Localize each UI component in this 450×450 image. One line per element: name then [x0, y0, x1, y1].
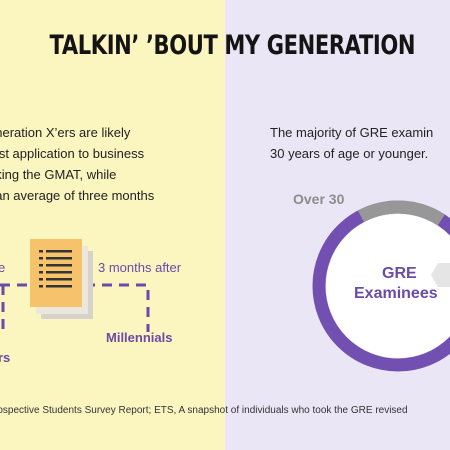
donut-hexagon-marker: [431, 263, 450, 287]
description-line: first application to business: [0, 146, 145, 161]
donut-label-gre: GRE: [382, 265, 417, 282]
gre-examinees-donut: [312, 200, 450, 372]
donut-label-examinees: Examinees: [354, 285, 438, 302]
label-over-30: Over 30: [293, 191, 345, 207]
description-line: The majority of GRE examin: [270, 125, 434, 140]
donut-over30-segment: [312, 200, 450, 372]
description-line: 30 years of age or younger.: [270, 146, 429, 161]
timeline-dashed-path: [0, 283, 150, 332]
gre-age-description: The majority of GRE examin 30 years of a…: [270, 122, 450, 164]
label-generation-x-partial-2: rs: [0, 350, 11, 365]
gmat-timing-description: eneration X’ers are likely first applica…: [0, 122, 218, 206]
label-three-months-after: 3 months after: [98, 260, 182, 275]
document-stack-icon: [30, 239, 93, 319]
description-line: t an average of three months: [0, 188, 155, 203]
label-millennials: Millennials: [106, 330, 173, 345]
label-before-partial: e: [0, 260, 6, 275]
source-citation: rospective Students Survey Report; ETS, …: [0, 405, 408, 416]
donut-inner-fill: [326, 214, 450, 358]
description-line: eneration X’ers are likely: [0, 125, 131, 140]
description-line: aking the GMAT, while: [0, 167, 117, 182]
label-generation-x-partial: l: [0, 329, 1, 344]
page-title: TALKIN’ ’BOUT MY GENERATION: [49, 30, 416, 61]
left-panel-background: [0, 0, 225, 450]
